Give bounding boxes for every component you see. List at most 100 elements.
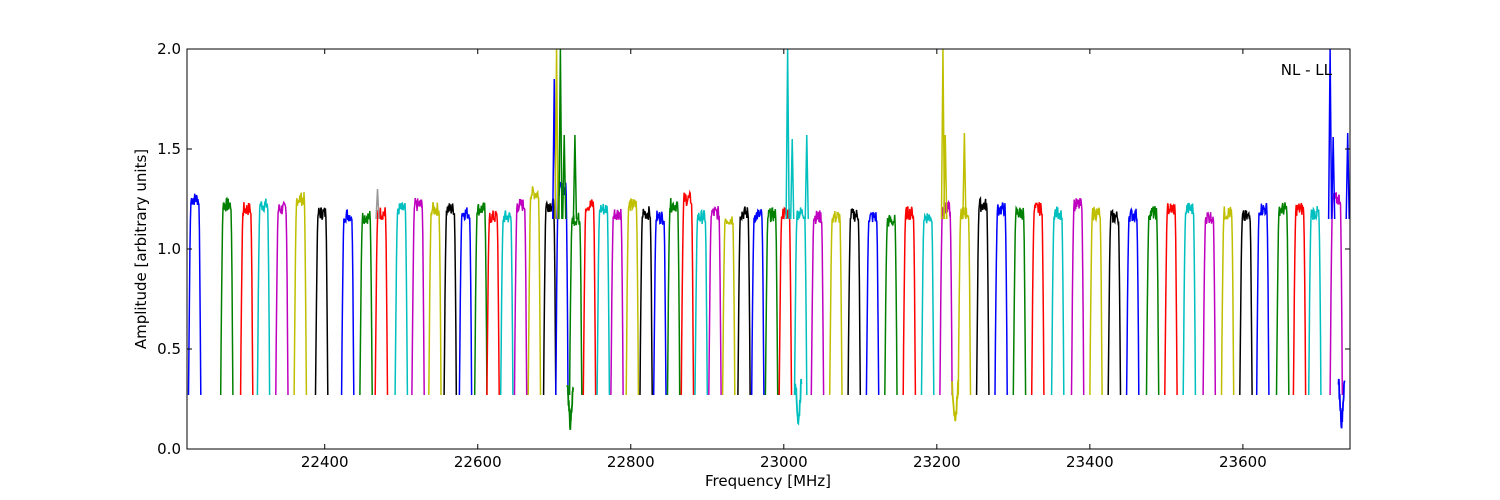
spectrum-band-line xyxy=(1050,206,1065,396)
spectrum-spike-line xyxy=(962,132,967,220)
spectrum-band-line xyxy=(443,203,458,396)
spectrum-band-line xyxy=(458,207,473,396)
x-axis-label: Frequency [MHz] xyxy=(705,472,831,490)
spectrum-band-line xyxy=(359,210,373,396)
spectrum-band-line xyxy=(847,208,862,396)
spectrum-band-line xyxy=(939,199,953,396)
spectrum-spike-line xyxy=(572,134,578,220)
y-tick-label: 0.5 xyxy=(157,340,181,358)
spectrum-band-line xyxy=(486,210,500,396)
spectrum-band-line xyxy=(920,212,935,396)
spectrum-spike-line xyxy=(789,138,795,220)
spectrum-band-line xyxy=(708,205,722,396)
spectrum-band-line xyxy=(314,207,329,396)
spectrum-band-line xyxy=(1329,192,1344,396)
spectrum-band-line xyxy=(1202,211,1217,396)
spectrum-spike-line xyxy=(554,49,559,220)
spectrum-band-line xyxy=(239,202,254,396)
spectrum-band-line xyxy=(666,197,681,396)
spectrum-band-line xyxy=(411,198,425,396)
spectrum-spike-line xyxy=(785,49,790,220)
spectrum-dip-line xyxy=(1337,378,1346,429)
spectrum-band-line xyxy=(219,196,234,396)
spectrum-band-line xyxy=(1012,205,1027,396)
spectrum-band-line xyxy=(1164,203,1178,396)
x-tick-label: 23600 xyxy=(1219,453,1267,471)
y-axis-ticks: 0.0 0.5 1.0 1.5 2.0 xyxy=(157,40,1350,458)
spectrum-band-line xyxy=(1307,206,1322,396)
x-tick-label: 22400 xyxy=(301,453,349,471)
spectrum-band-line xyxy=(737,206,751,396)
spectrum-band-line xyxy=(1107,208,1122,396)
spectrum-band-line xyxy=(957,207,972,396)
spectrum-dip-line xyxy=(794,378,803,426)
spectrum-spike-line xyxy=(1327,49,1333,220)
spectrum-band-line xyxy=(1255,202,1270,396)
spectrum-band-line xyxy=(1182,202,1197,396)
spectrum-spike-line xyxy=(375,188,380,220)
spectrum-band-line xyxy=(625,198,640,396)
spectrum-band-line xyxy=(902,206,917,396)
y-tick-label: 0.0 xyxy=(157,440,181,458)
spectrum-band-line xyxy=(340,209,355,396)
spectrum-spike-line xyxy=(1345,132,1350,220)
spectrum-band-line xyxy=(994,202,1008,396)
y-axis-label: Amplitude [arbitrary units] xyxy=(132,149,150,349)
spectrum-band-line xyxy=(764,207,779,396)
x-axis-ticks: 22400 22600 22800 23000 23200 23400 23600 xyxy=(301,49,1267,471)
spectrum-band-line xyxy=(513,198,528,396)
spectrum-band-line xyxy=(694,208,709,396)
spectrum-band-line xyxy=(1145,206,1160,396)
spectrum-band-line xyxy=(793,207,808,396)
spectrum-dip-line xyxy=(566,384,574,430)
spectrum-band-line xyxy=(527,186,542,396)
spectrum-spike-line xyxy=(558,49,563,220)
spectrum-band-line xyxy=(256,198,271,396)
spectrum-band-line xyxy=(293,192,308,396)
x-tick-label: 22600 xyxy=(454,453,502,471)
spectrum-band-line xyxy=(1089,206,1103,396)
spectrum-spike-line xyxy=(804,134,810,220)
spectrum-band-line xyxy=(499,210,514,396)
spectrum-band-line xyxy=(582,199,597,396)
spectrum-band-line xyxy=(639,206,653,396)
spectrum-band-line xyxy=(778,206,793,396)
spectrum-band-line xyxy=(1275,202,1290,396)
spectrum-band-line xyxy=(652,210,667,396)
spectrum-band-line xyxy=(428,202,442,396)
spectrum-band-line xyxy=(1292,202,1307,396)
spectrum-series-group xyxy=(187,49,1350,430)
spectrum-band-line xyxy=(374,207,389,396)
spectrum-band-line xyxy=(568,212,583,396)
spectrum-band-line xyxy=(596,203,611,396)
spectrum-band-line xyxy=(810,210,825,396)
spectrum-band-line xyxy=(1030,202,1045,396)
spectrum-band-line xyxy=(750,208,765,396)
spectrum-band-line xyxy=(187,193,202,396)
y-tick-label: 2.0 xyxy=(157,40,181,58)
spectrum-spike-line xyxy=(942,134,948,220)
spectrum-band-line xyxy=(1239,210,1253,396)
spectrum-band-line xyxy=(610,208,624,396)
x-tick-label: 23400 xyxy=(1066,453,1114,471)
y-tick-label: 1.5 xyxy=(157,140,181,158)
spectrum-band-line xyxy=(394,202,409,396)
spectrum-band-line xyxy=(1220,206,1235,396)
spectrum-band-line xyxy=(828,211,843,396)
spectrum-band-line xyxy=(1125,207,1140,396)
spectrum-spike-line xyxy=(940,49,946,220)
spectrum-band-line xyxy=(865,211,880,396)
x-tick-label: 23200 xyxy=(913,453,961,471)
y-tick-label: 1.0 xyxy=(157,240,181,258)
x-tick-label: 22800 xyxy=(607,453,655,471)
spectrum-band-line xyxy=(473,202,488,396)
spectrum-dip-line xyxy=(951,379,960,422)
spectrum-band-line xyxy=(1070,198,1085,396)
spectrum-band-line xyxy=(680,189,695,396)
spectrum-band-line xyxy=(542,198,557,396)
spectrum-spike-line xyxy=(561,134,567,220)
spectrum-band-line xyxy=(721,216,736,396)
chart-annotation: NL - LL xyxy=(1281,61,1333,79)
spectrum-band-line xyxy=(275,200,289,396)
